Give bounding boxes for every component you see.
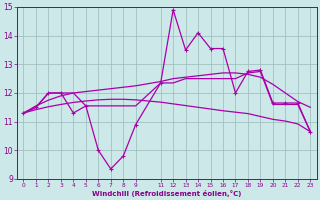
X-axis label: Windchill (Refroidissement éolien,°C): Windchill (Refroidissement éolien,°C) — [92, 190, 242, 197]
